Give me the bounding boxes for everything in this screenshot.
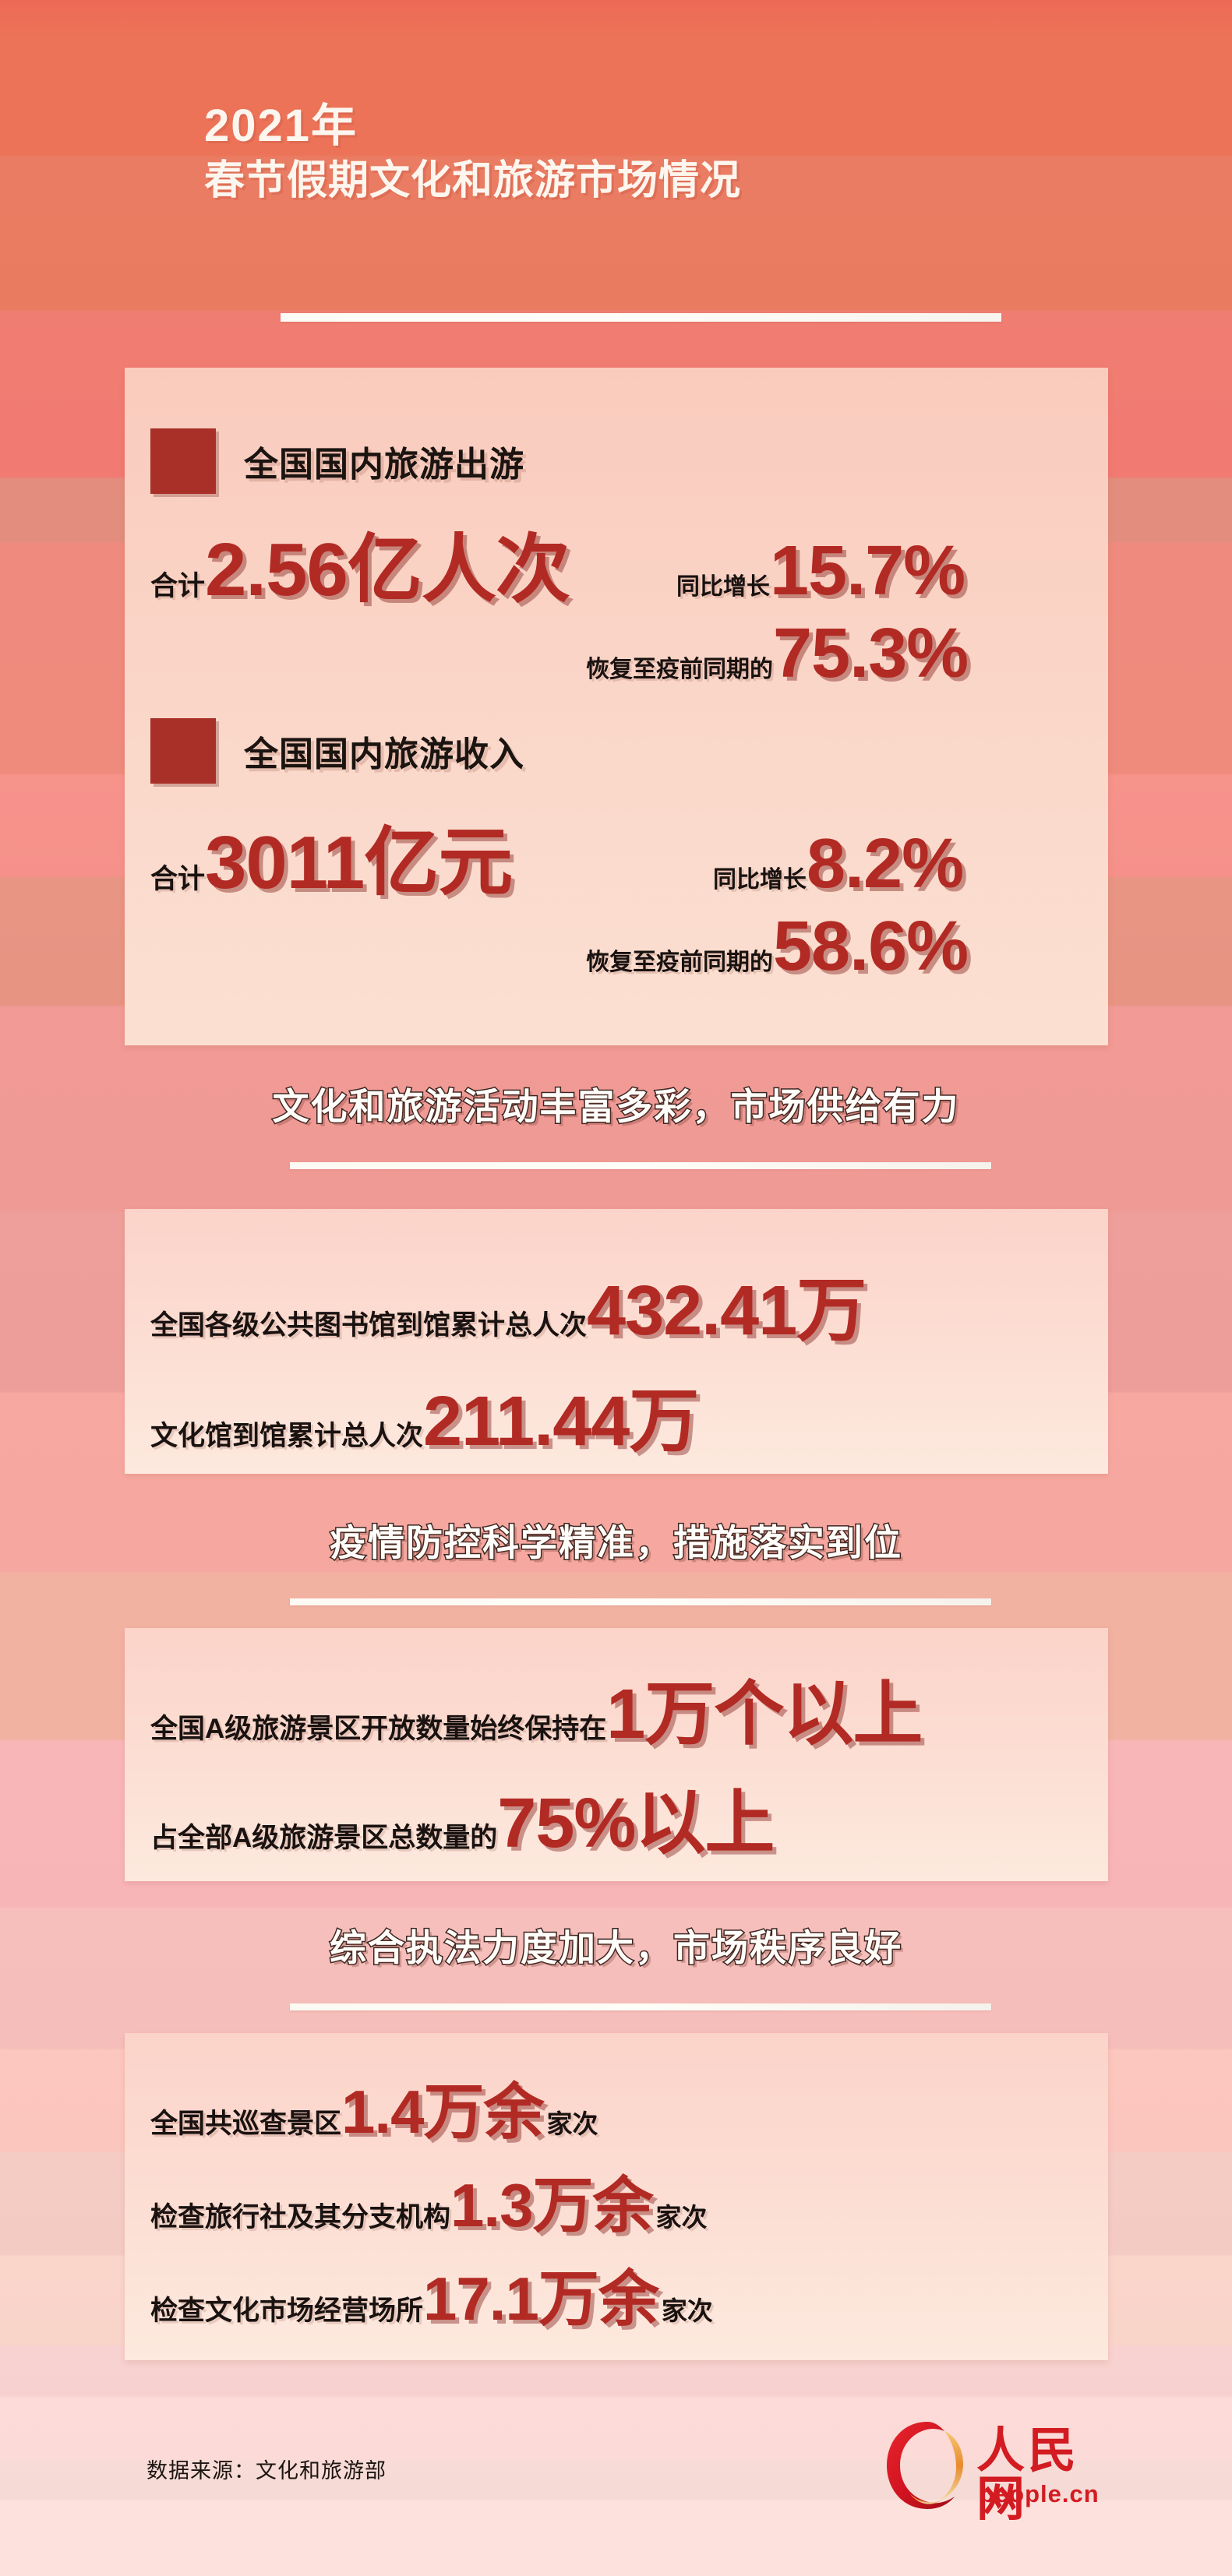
logo-gold-arc (939, 2431, 963, 2500)
value-venue-inspections: 17.1万余 (423, 2264, 659, 2333)
section-heading-text: 综合执法力度加大，市场秩序良好 (329, 1926, 902, 1970)
card-inspections: 全国共巡查景区 1.4万余 家次 检查旅行社及其分支机构 1.3万余 家次 检查… (125, 2033, 1108, 2360)
section-heading-law-enforcement: 综合执法力度加大，市场秩序良好 (0, 1918, 1232, 1972)
label-total-trips: 合计 (150, 571, 206, 601)
value-trips-yoy: 15.7% (770, 532, 965, 610)
card-library-visits: 全国各级公共图书馆到馆累计总人次 432.41万 文化馆到馆累计总人次 211.… (125, 1209, 1108, 1474)
value-cultural-center-visits: 211.44万 (423, 1383, 699, 1461)
label-trips-recovery: 恢复至疫前同期的 (586, 657, 773, 682)
value-total-income: 3011亿元 (205, 821, 513, 904)
value-income-recovery: 58.6% (773, 907, 969, 985)
stat-domestic-trips-recovery: 恢复至疫前同期的 75.3% (586, 615, 969, 692)
label-trips-yoy: 同比增长 (676, 574, 770, 600)
label-scenic-inspections: 全国共巡查景区 (150, 2109, 342, 2139)
row-domestic-trips-heading: 全国国内旅游出游 (150, 428, 524, 494)
suffix-travel-agency-inspections: 家次 (655, 2203, 708, 2232)
stat-income-yoy: 同比增长 8.2% (713, 825, 964, 903)
value-open-scenic-areas: 1万个以上 (606, 1676, 923, 1753)
stat-income-recovery: 恢复至疫前同期的 58.6% (586, 907, 969, 985)
suffix-venue-inspections: 家次 (661, 2296, 713, 2325)
row-cultural-center-visits: 文化馆到馆累计总人次 211.44万 (150, 1383, 699, 1461)
value-travel-agency-inspections: 1.3万余 (450, 2171, 653, 2239)
bullet-square-icon (150, 428, 216, 494)
stat-domestic-trips-yoy: 同比增长 15.7% (676, 536, 965, 606)
section-divider-2 (290, 1598, 991, 1605)
data-source-note: 数据来源：文化和旅游部 (146, 2459, 387, 2483)
label-income-recovery: 恢复至疫前同期的 (586, 950, 773, 975)
label-total-income: 合计 (150, 864, 206, 894)
title-main: 春节假期文化和旅游市场情况 (204, 158, 742, 204)
row-scenic-inspections: 全国共巡查景区 1.4万余 家次 (150, 2081, 598, 2142)
value-scenic-areas-share: 75%以上 (497, 1785, 775, 1862)
label-library-visits: 全国各级公共图书馆到馆累计总人次 (150, 1310, 588, 1341)
suffix-scenic-inspections: 家次 (546, 2109, 598, 2138)
poster-header: 2021年 春节假期文化和旅游市场情况 (0, 0, 1232, 335)
value-library-visits: 432.41万 (587, 1272, 867, 1350)
section-heading-culture-activities: 文化和旅游活动丰富多彩，市场供给有力 (0, 1077, 1232, 1130)
logo-crescent (887, 2422, 955, 2509)
header-divider (281, 313, 1001, 322)
logo-inner-circle (908, 2446, 947, 2485)
heading-tourism-income: 全国国内旅游收入 (244, 735, 524, 774)
section-heading-text: 文化和旅游活动丰富多彩，市场供给有力 (271, 1085, 960, 1129)
row-travel-agency-inspections: 检查旅行社及其分支机构 1.3万余 家次 (150, 2175, 707, 2236)
row-library-visits: 全国各级公共图书馆到馆累计总人次 432.41万 (150, 1272, 867, 1350)
label-cultural-center-visits: 文化馆到馆累计总人次 (150, 1421, 424, 1451)
stat-domestic-trips-total: 合计 2.56亿人次 (150, 533, 570, 608)
section-heading-text: 疫情防控科学精准，措施落实到位 (329, 1521, 902, 1565)
title-year: 2021年 (204, 100, 358, 151)
logo-domain-name: people.cn (980, 2480, 1100, 2507)
value-total-trips: 2.56亿人次 (205, 528, 570, 611)
label-venue-inspections: 检查文化市场经营场所 (150, 2296, 424, 2326)
label-open-scenic-areas: 全国A级旅游景区开放数量始终保持在 (150, 1714, 607, 1744)
people-logo-mark-icon (887, 2422, 963, 2509)
label-scenic-areas-share: 占全部A级旅游景区总数量的 (150, 1823, 498, 1853)
logo-gold-foot (910, 2494, 941, 2504)
label-income-yoy: 同比增长 (713, 867, 807, 893)
bullet-square-icon (150, 718, 216, 784)
card-scenic-areas: 全国A级旅游景区开放数量始终保持在 1万个以上 占全部A级旅游景区总数量的 75… (125, 1628, 1108, 1881)
label-travel-agency-inspections: 检查旅行社及其分支机构 (150, 2202, 451, 2232)
section-divider-1 (290, 1162, 991, 1169)
row-open-scenic-areas: 全国A级旅游景区开放数量始终保持在 1万个以上 (150, 1676, 923, 1753)
row-venue-inspections: 检查文化市场经营场所 17.1万余 家次 (150, 2268, 713, 2329)
value-income-yoy: 8.2% (807, 825, 964, 903)
poster-title: 2021年 春节假期文化和旅游市场情况 (204, 100, 741, 206)
stat-income-total: 合计 3011亿元 (150, 821, 513, 904)
row-tourism-income-heading: 全国国内旅游收入 (150, 718, 524, 784)
card-tourism-overview: 全国国内旅游出游 合计 2.56亿人次 同比增长 15.7% 恢复至疫前同期的 … (125, 368, 1108, 1045)
heading-domestic-trips: 全国国内旅游出游 (244, 446, 524, 484)
people-cn-logo: 人民网 people.cn (884, 2419, 1118, 2524)
section-divider-3 (290, 2003, 991, 2010)
section-heading-epidemic-control: 疫情防控科学精准，措施落实到位 (0, 1513, 1232, 1566)
row-scenic-areas-share: 占全部A级旅游景区总数量的 75%以上 (150, 1785, 775, 1862)
logo-chinese-name: 人民网 (976, 2425, 1080, 2526)
value-trips-recovery: 75.3% (773, 615, 969, 692)
value-scenic-inspections: 1.4万余 (341, 2077, 544, 2146)
